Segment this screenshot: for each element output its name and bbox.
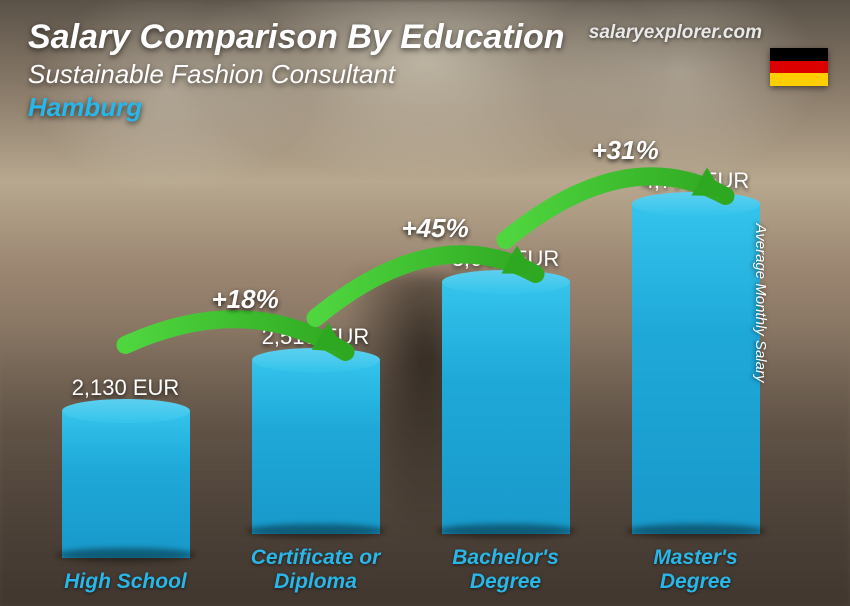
flag-stripe (770, 61, 828, 74)
title: Salary Comparison By Education (28, 18, 565, 57)
location: Hamburg (28, 92, 565, 123)
bar-chart: 2,130 EURHigh School2,510 EURCertificate… (38, 114, 798, 594)
y-axis-label: Average Monthly Salary (752, 224, 769, 383)
brand-label: salaryexplorer.com (589, 22, 762, 44)
header: Salary Comparison By Education Sustainab… (28, 18, 565, 123)
flag-germany (770, 48, 828, 86)
flag-stripe (770, 73, 828, 86)
flag-stripe (770, 48, 828, 61)
increase-pct: +31% (592, 135, 659, 166)
subtitle: Sustainable Fashion Consultant (28, 59, 565, 90)
